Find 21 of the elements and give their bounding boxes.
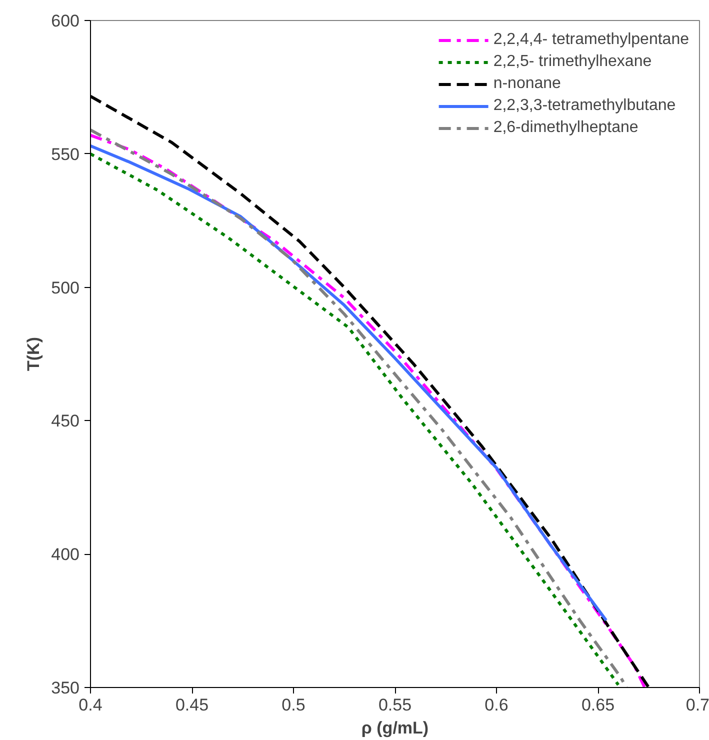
x-tick-label: 0.6 xyxy=(484,696,508,714)
y-tick-label: 600 xyxy=(51,12,80,30)
y-tick-label: 500 xyxy=(51,278,80,298)
y-tick-label: 350 xyxy=(51,678,80,698)
x-tick-label: 0.4 xyxy=(78,696,102,714)
legend-label: 2,2,3,3-tetramethylbutane xyxy=(493,97,676,115)
legend-label: 2,6-dimethylheptane xyxy=(493,119,638,137)
legend-label: 2,2,5- trimethylhexane xyxy=(493,53,652,71)
x-tick-label: 0.7 xyxy=(686,696,709,714)
y-axis-title: T(K) xyxy=(24,337,44,371)
legend-label: 2,2,4,4- tetramethylpentane xyxy=(493,31,689,49)
y-tick-label: 400 xyxy=(51,545,80,564)
y-tick-label: 550 xyxy=(51,144,80,164)
legend-label: n-nonane xyxy=(493,75,561,93)
line-series xyxy=(90,144,608,622)
y-tick-label: 450 xyxy=(51,412,80,431)
x-axis-title: ρ (g/mL) xyxy=(361,718,429,738)
x-tick-label: 0.45 xyxy=(175,696,209,714)
x-tick-label: 0.5 xyxy=(282,696,306,714)
x-tick-label: 0.55 xyxy=(378,696,412,714)
x-tick-label: 0.65 xyxy=(581,696,615,714)
